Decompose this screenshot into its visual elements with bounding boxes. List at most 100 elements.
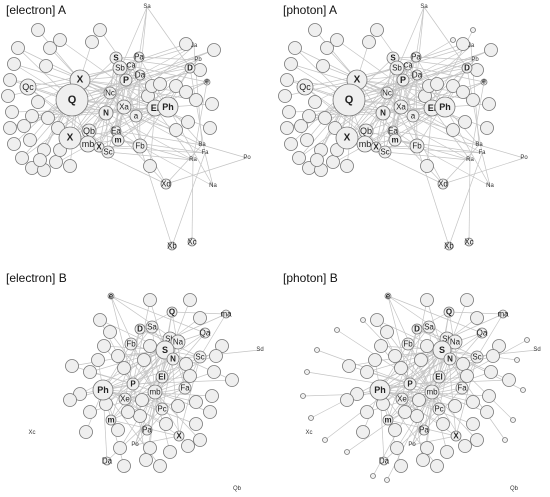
node-na — [170, 334, 186, 350]
node-label: Ph — [97, 385, 109, 395]
node-label: X — [67, 133, 74, 144]
node — [284, 57, 298, 71]
node-label: Da — [379, 457, 390, 466]
node-xc — [160, 178, 172, 190]
edge — [415, 56, 476, 61]
node-label: m — [384, 416, 391, 425]
node-pa — [141, 424, 153, 436]
node — [288, 41, 302, 55]
node — [430, 77, 444, 91]
node — [121, 405, 135, 419]
edge — [346, 67, 398, 139]
edge — [71, 99, 177, 131]
node — [308, 415, 314, 421]
node — [23, 133, 37, 147]
edge — [411, 435, 457, 446]
node — [181, 439, 195, 453]
edge — [466, 67, 483, 154]
node — [448, 399, 462, 413]
edge — [124, 398, 180, 437]
node — [322, 437, 328, 443]
node — [43, 41, 57, 55]
node-label: Sa — [147, 323, 157, 332]
edge — [139, 145, 214, 187]
node-label: Sa — [420, 4, 428, 10]
node — [215, 339, 229, 353]
edge — [98, 146, 206, 154]
node-fb — [401, 337, 415, 351]
edge — [356, 79, 474, 101]
node — [143, 293, 157, 307]
node-xe — [395, 392, 409, 406]
edge — [134, 349, 166, 446]
node-ea — [434, 96, 456, 118]
node-label: Po — [408, 442, 416, 448]
node-label: P — [123, 75, 129, 85]
node-da — [396, 73, 410, 87]
node-label: Da — [102, 457, 113, 466]
edge — [132, 383, 148, 431]
edge — [394, 139, 483, 154]
edge — [411, 349, 443, 446]
node-label: Ph — [439, 102, 451, 112]
edge — [171, 311, 186, 389]
node — [53, 33, 67, 47]
node — [482, 97, 496, 111]
node — [480, 405, 494, 419]
node — [225, 373, 239, 387]
node — [460, 293, 474, 307]
node — [143, 441, 157, 455]
node-sa — [437, 178, 449, 190]
edge — [476, 313, 504, 358]
node-label: Ra — [189, 157, 197, 163]
node-xc — [409, 138, 425, 154]
node — [284, 137, 298, 151]
node-label: Q — [345, 94, 354, 106]
node-label: El — [151, 103, 160, 113]
edge — [88, 107, 156, 132]
node-label: Xc — [464, 238, 473, 247]
edge — [365, 107, 433, 132]
edge — [379, 389, 444, 425]
node-label: X — [354, 75, 361, 86]
node-label: Sc — [195, 353, 204, 362]
node — [193, 63, 207, 77]
edge — [442, 144, 480, 185]
node-sa — [145, 320, 159, 334]
node-label: Qb — [83, 126, 95, 136]
node — [179, 357, 193, 371]
edge — [469, 81, 485, 161]
node-f — [375, 105, 391, 121]
node — [3, 73, 17, 87]
node-ph — [92, 379, 114, 401]
node-label: Sc — [380, 148, 389, 157]
node-label: Xa — [119, 103, 129, 112]
node-e — [384, 292, 392, 300]
node — [207, 365, 221, 379]
node-label: Q — [446, 308, 452, 317]
node-label: Fb — [135, 142, 145, 151]
node-label: Ba — [198, 142, 206, 148]
node — [308, 95, 322, 109]
node — [390, 441, 404, 455]
node-label: Ea — [111, 127, 121, 136]
node-label: Ca — [127, 63, 136, 70]
node-p — [403, 377, 417, 391]
edge — [115, 130, 203, 146]
node-label: e — [386, 292, 391, 301]
node — [103, 325, 117, 339]
node-el — [432, 370, 446, 384]
edge — [407, 65, 485, 83]
edge — [105, 349, 166, 405]
node — [420, 339, 434, 353]
node-a — [129, 109, 143, 123]
node — [113, 441, 127, 455]
node-xd — [370, 141, 382, 153]
node-label: X — [77, 75, 84, 86]
node-label: Na — [486, 183, 494, 189]
node-label: ma — [220, 310, 232, 319]
edge — [138, 6, 148, 58]
node — [360, 365, 374, 379]
node-label: e — [109, 292, 114, 301]
